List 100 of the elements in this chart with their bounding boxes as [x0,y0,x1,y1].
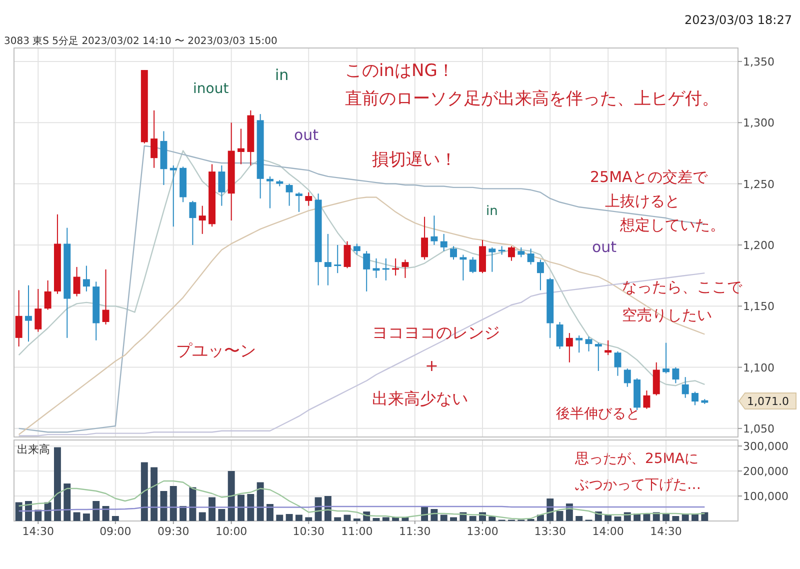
x-tick-label: 14:30 [650,525,682,538]
candlestick [170,164,177,228]
bar [334,517,342,521]
candlestick [44,280,52,310]
candlestick [372,258,380,278]
candlestick [324,233,332,286]
bar [701,512,708,521]
candlestick [266,176,274,209]
candlestick [662,342,670,374]
candlestick [488,246,496,272]
x-tick-label: 09:30 [158,525,190,538]
bar [92,501,100,521]
x-tick-label: 14:00 [592,525,624,538]
bar [208,497,216,521]
y-tick-label: 1,300 [743,116,774,130]
annotation: in [486,204,498,219]
bar [382,517,390,521]
candlestick [536,259,544,291]
y-tick-label: 200,000 [743,465,788,478]
candlestick [402,259,409,278]
y-tick-label: 100,000 [743,490,788,503]
candlestick [25,284,32,342]
bar [488,516,496,521]
candlestick [305,192,312,206]
bar [305,517,312,521]
candlestick [643,390,650,410]
annotation: inout [193,81,230,97]
candlestick [604,340,612,356]
x-tick-label: 14:30 [22,525,54,538]
candlestick [672,366,680,384]
candlestick [508,246,515,262]
candlestick [363,250,370,292]
bar [64,484,71,521]
annotation: 直前のローソク足が出来高を伴った、上ヒゲ付。 [345,89,719,109]
x-tick-label: 13:00 [466,525,498,538]
bar [314,497,322,521]
bar [54,447,61,521]
bar [238,494,244,521]
candlestick [15,290,22,347]
candlestick [73,266,80,297]
candlestick [150,110,158,168]
candlestick [295,192,302,212]
bar [614,516,622,521]
bar [82,514,90,521]
y-tick-label: 300,000 [743,440,788,453]
candlestick [82,265,90,292]
bar [556,511,564,521]
annotation: 出来高少ない [372,389,468,408]
y-tick-label: 1,100 [743,361,774,374]
x-tick-label: 11:00 [341,525,373,538]
candlestick [334,244,342,274]
candlestick [102,268,110,325]
bar [372,518,380,521]
candlestick [238,128,244,165]
candlestick [430,215,438,246]
annotation: ぶつかって下げた… [575,477,701,493]
bar [198,512,206,521]
bar [295,514,302,521]
x-tick-label: 09:00 [100,525,132,538]
bar [140,462,148,521]
annotation: 損切遅い！ [372,150,457,170]
candlestick [594,342,602,372]
candlestick [682,376,689,398]
annotation: in [275,66,289,84]
candlestick [460,254,467,281]
bar [324,496,332,521]
bar [469,516,476,521]
annotation: 思ったが、25MAに [574,451,698,467]
bar [170,486,177,521]
bar [228,471,235,521]
annotation: 上抜けると [605,192,680,210]
chart-title: 3083 東S 5分足 2023/03/02 14:10 〜 2023/03/03 15:00 [4,35,278,47]
annotation: ヨコヨコのレンジ [372,323,500,342]
bar [344,514,351,521]
bar [15,502,22,521]
candlestick [382,258,390,281]
candlestick [624,368,631,388]
bar [189,487,196,521]
bar [150,467,158,521]
bar [276,514,284,521]
candlestick [189,200,196,246]
candlestick [440,233,448,252]
bar [430,509,438,521]
candlestick [450,246,457,260]
candlestick [198,205,206,234]
annotation: 25MAとの交差で [590,168,708,186]
y-tick-label: 1,150 [743,300,774,314]
y-tick-label: 1,200 [743,238,774,252]
bar [180,506,187,521]
y-tick-label: 1,250 [743,178,774,191]
x-tick-label: 10:30 [292,525,324,538]
candlestick [566,332,573,363]
y-axis-title: 出来高 [17,443,50,456]
annotation: out [294,126,319,144]
bar [450,517,457,521]
bar [160,491,168,521]
bar [440,514,448,521]
bar [662,514,670,521]
bar [672,516,680,521]
candlestick [286,183,293,206]
